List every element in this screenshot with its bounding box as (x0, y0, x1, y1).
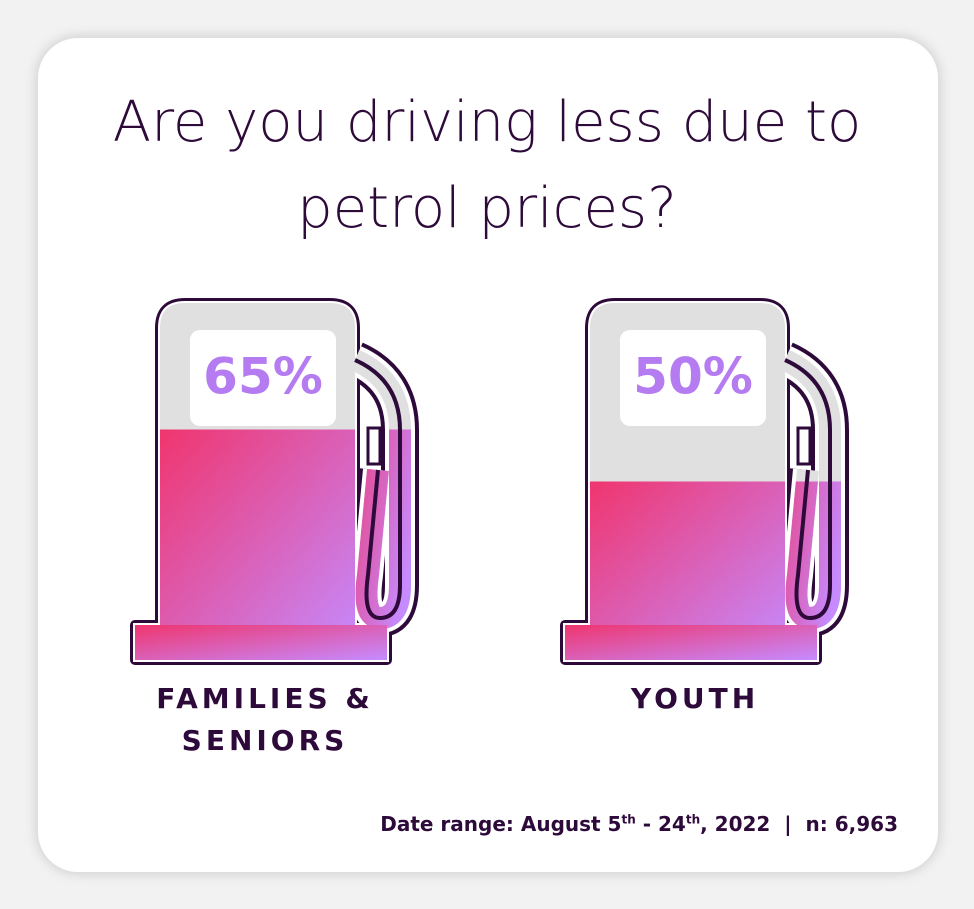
footnote: Date range: August 5th - 24th, 2022 | n:… (380, 812, 898, 836)
note-text: , 2022 (700, 812, 771, 836)
slot (366, 426, 382, 466)
value-label: 50% (633, 348, 753, 406)
note-sup: th (621, 812, 636, 827)
note-sup: th (685, 812, 701, 827)
note-text: - 24 (635, 812, 686, 836)
chart-title: Are you driving less due to petrol price… (112, 90, 862, 241)
hose-line (354, 358, 402, 620)
note-sep: | (784, 812, 792, 836)
pump: 65% (130, 298, 419, 665)
category-label: FAMILIES & SENIORS (156, 682, 374, 757)
note-text: Date range: August 5 (380, 812, 622, 836)
slot (796, 426, 812, 466)
value-label: 65% (203, 348, 323, 406)
pump: 50% (560, 298, 849, 665)
note-text: n: 6,963 (805, 812, 898, 836)
fill-level (160, 429, 355, 655)
window (620, 330, 766, 426)
hose-line (784, 358, 832, 620)
base-fill (565, 625, 817, 660)
category-label: YOUTH (630, 682, 760, 715)
base-fill (135, 625, 387, 660)
window (190, 330, 336, 426)
